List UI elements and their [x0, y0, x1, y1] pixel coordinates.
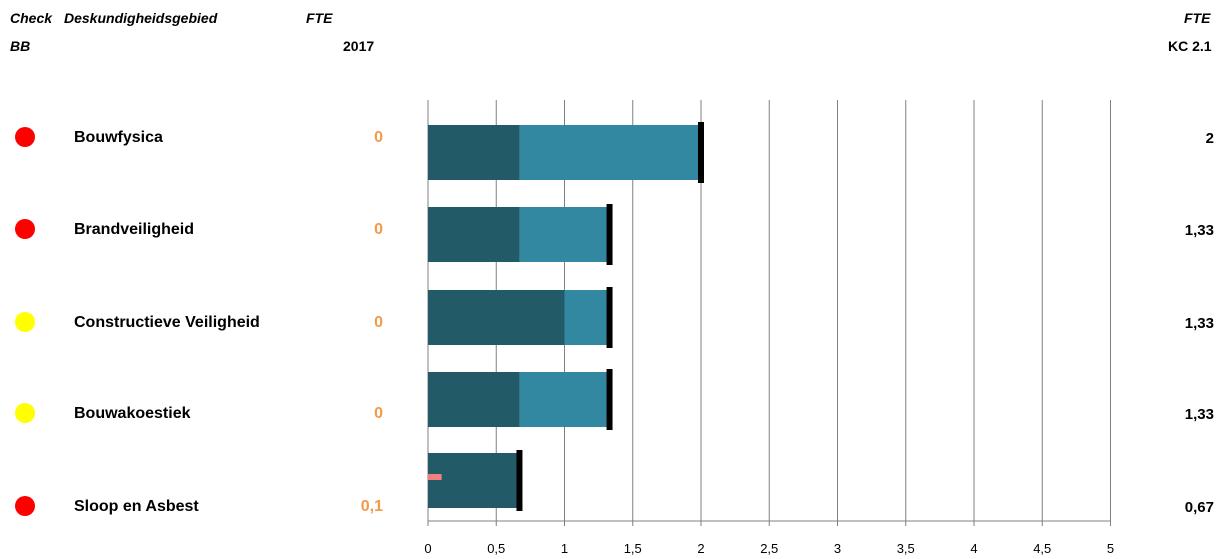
- tick-label: 5: [1107, 541, 1114, 556]
- status-dot: [15, 403, 35, 423]
- actual-marker: [428, 474, 442, 480]
- tick-label: 3,5: [897, 541, 915, 556]
- kc-value: 1,33: [1184, 222, 1214, 239]
- header-fte-left-label: FTE: [306, 10, 333, 26]
- tick-label: 1,5: [624, 541, 642, 556]
- tick-label: 4: [970, 541, 977, 556]
- status-dot: [15, 312, 35, 332]
- header-fte-right-label: FTE: [1184, 10, 1211, 26]
- kc-value: 2: [1205, 130, 1214, 147]
- status-dot: [15, 496, 35, 516]
- bar-segment: [428, 207, 520, 262]
- tick-label: 4,5: [1033, 541, 1051, 556]
- bar-segment: [519, 207, 610, 262]
- tick-label: 1: [561, 541, 568, 556]
- fte-2017-value: 0: [374, 405, 383, 422]
- bar-segment: [428, 453, 517, 508]
- tick-label: 2,5: [760, 541, 778, 556]
- row-label: Bouwfysica: [74, 129, 163, 146]
- fte-2017-value: 0,1: [360, 498, 383, 515]
- kc-value: 0,67: [1184, 499, 1214, 516]
- tick-label: 0,5: [487, 541, 505, 556]
- target-marker: [606, 287, 613, 348]
- bar-segment: [428, 290, 565, 345]
- bar-segment: [519, 372, 610, 427]
- fte-2017-value: 0: [374, 221, 383, 238]
- fte-2017-value: 0: [374, 314, 383, 331]
- tick-label: 3: [834, 541, 841, 556]
- status-dot: [15, 219, 35, 239]
- row-label: Brandveiligheid: [74, 221, 195, 238]
- header-fte-2017-label: 2017: [343, 38, 375, 54]
- target-marker: [606, 369, 613, 430]
- target-marker: [516, 450, 523, 511]
- row-label: Sloop en Asbest: [74, 498, 199, 515]
- header-check-label: Check: [10, 10, 53, 26]
- kc-value: 1,33: [1184, 406, 1214, 423]
- bar-segment: [564, 290, 610, 345]
- header-kc-label: KC 2.1: [1168, 38, 1212, 54]
- tick-label: 0: [424, 541, 431, 556]
- bar-segment: [428, 125, 520, 180]
- bar-segment: [428, 372, 520, 427]
- bar-segment: [519, 125, 701, 180]
- row-label: Constructieve Veiligheid: [74, 314, 260, 331]
- target-marker: [606, 204, 613, 265]
- header-area-label: Deskundigheidsgebied: [64, 10, 218, 26]
- target-marker: [698, 122, 704, 183]
- tick-label: 2: [697, 541, 704, 556]
- status-dot: [15, 127, 35, 147]
- row-label: Bouwakoestiek: [74, 405, 191, 422]
- kc-value: 1,33: [1184, 315, 1214, 332]
- fte-2017-value: 0: [374, 129, 383, 146]
- header-bb-label: BB: [10, 38, 31, 54]
